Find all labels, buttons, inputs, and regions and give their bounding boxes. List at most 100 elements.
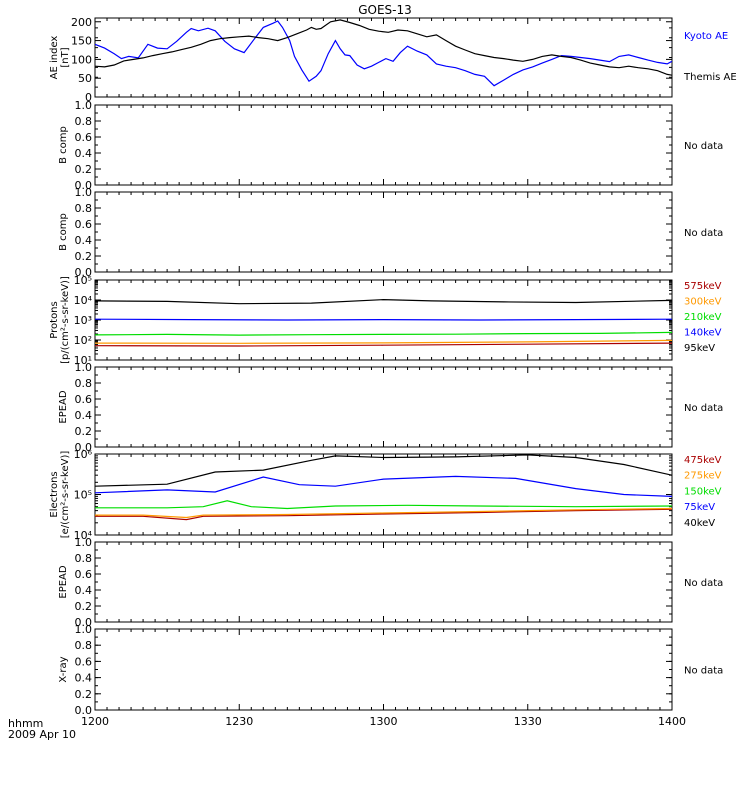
legend-95keV: 95keV	[684, 343, 715, 354]
series-line-575kev	[95, 342, 672, 347]
plot-frame	[94, 366, 673, 448]
panel-5-empty: EPEAD 0.0 0.2 0.4 0.6 0.8 1.0 No data	[58, 361, 723, 454]
x-tick-label: 1330	[514, 715, 542, 728]
plot-frame	[94, 191, 673, 273]
y-tick-label: 0.8	[75, 115, 93, 128]
no-data-note: No data	[684, 666, 723, 677]
y-tick-label: 10⁵	[74, 489, 92, 502]
y-tick-label: 10¹	[74, 354, 92, 367]
legend-475keV: 475keV	[684, 455, 722, 466]
panel-4-protons: Protons [p/(cm²-s-sr-keV)] 10¹ 10² 10³ 10⁴ 10⁵…	[49, 274, 722, 367]
y-tick-label: 0.8	[75, 377, 93, 390]
y-tick-label: 10²	[74, 334, 92, 347]
panel-2-empty: B comp 0.0 0.2 0.4 0.6 0.8 1.0 No data	[58, 99, 723, 192]
x-tick-label: 1200	[81, 715, 109, 728]
series-line-300kev	[95, 339, 672, 344]
y-axis-label: X-ray	[58, 656, 69, 682]
legend-themis-ae: Themis AE	[683, 72, 737, 83]
series-line-140kev	[95, 318, 672, 321]
legend-150keV: 150keV	[684, 486, 722, 497]
y-tick-label: 0.0	[75, 179, 93, 192]
y-tick-label: 10⁴	[74, 294, 93, 307]
no-data-note: No data	[684, 141, 723, 152]
no-data-note: No data	[684, 578, 723, 589]
panel-1-ae: AE index [nT] 0 50 100 150 200 Kyoto AE Themis A…	[49, 16, 737, 104]
y-axis-label: B comp	[58, 213, 69, 251]
plot-frame	[94, 628, 673, 711]
panel-6-electrons: Electrons [e/(cm²-s-sr-keV)] 10⁴ 10⁵ 10⁶ 475k…	[49, 448, 722, 542]
y-tick-label: 0.6	[75, 568, 93, 581]
series-line-475kev	[95, 508, 672, 521]
legend-275keV: 275keV	[684, 471, 722, 482]
y-tick-label: 200	[71, 16, 92, 29]
y-axis-label: [nT]	[60, 47, 71, 67]
y-tick-label: 10⁵	[74, 274, 92, 287]
y-tick-label: 0.4	[75, 409, 93, 422]
y-tick-label: 150	[71, 35, 92, 48]
plot-frame	[94, 453, 673, 536]
y-tick-label: 0	[85, 91, 92, 104]
x-tick-label: 1300	[370, 715, 398, 728]
y-tick-label: 0.2	[75, 163, 93, 176]
y-axis-label: [e/(cm²-s-sr-keV)]	[60, 451, 71, 539]
y-axis-label: EPEAD	[58, 565, 69, 599]
y-axis-label: EPEAD	[58, 390, 69, 424]
y-tick-label: 0.0	[75, 704, 93, 717]
time-axis-label: hhmm	[8, 717, 43, 730]
y-tick-label: 0.6	[75, 218, 93, 231]
y-tick-label: 0.2	[75, 425, 93, 438]
y-tick-label: 0.2	[75, 600, 93, 613]
y-tick-label: 0.6	[75, 655, 93, 668]
y-axis-label: Electrons	[49, 471, 60, 517]
y-tick-label: 0.4	[75, 672, 93, 685]
y-tick-label: 0.6	[75, 393, 93, 406]
series-line-210kev	[95, 331, 672, 336]
y-axis-label: Protons	[49, 301, 60, 338]
no-data-note: No data	[684, 403, 723, 414]
plot-frame	[94, 541, 673, 623]
series-line-kyoto-ae	[95, 20, 672, 87]
legend-140keV: 140keV	[684, 328, 722, 339]
y-tick-label: 0.4	[75, 234, 93, 247]
y-tick-label: 0.4	[75, 147, 93, 160]
plot-frame	[94, 104, 673, 186]
y-axis-label: AE index	[49, 36, 60, 80]
y-tick-label: 10⁴	[74, 529, 93, 542]
series-line-40kev	[95, 454, 672, 487]
y-tick-label: 0.0	[75, 616, 93, 629]
y-tick-label: 0.0	[75, 266, 93, 279]
series-line-75kev	[95, 475, 672, 497]
x-tick-label: 1230	[225, 715, 253, 728]
y-tick-label: 0.8	[75, 202, 93, 215]
y-tick-label: 0.8	[75, 552, 93, 565]
y-axis-label: [p/(cm²-s-sr-keV)]	[60, 276, 71, 364]
y-tick-label: 50	[78, 72, 92, 85]
x-tick-label: 1400	[658, 715, 686, 728]
y-tick-label: 0.2	[75, 250, 93, 263]
y-tick-label: 0.2	[75, 688, 93, 701]
panel-8-empty: 1200 1230 1300 1330 1400 X-ray 0.0 0.2 0.4 0.6 0.8…	[58, 623, 723, 728]
legend-kyoto-ae: Kyoto AE	[684, 31, 728, 42]
y-tick-label: 100	[71, 53, 92, 66]
y-tick-label: 0.4	[75, 584, 93, 597]
y-tick-label: 1.0	[75, 536, 93, 549]
series-line-275kev	[95, 507, 672, 519]
series-line-95kev	[95, 298, 672, 305]
series-line-themis-ae	[95, 19, 672, 76]
legend-300keV: 300keV	[684, 297, 722, 308]
date-label: 2009 Apr 10	[8, 728, 76, 741]
no-data-note: No data	[684, 228, 723, 239]
y-tick-label: 0.6	[75, 131, 93, 144]
legend-575keV: 575keV	[684, 281, 722, 292]
y-tick-label: 1.0	[75, 99, 93, 112]
y-tick-label: 10⁶	[74, 448, 93, 461]
y-tick-label: 1.0	[75, 186, 93, 199]
series-line-150kev	[95, 500, 672, 510]
legend-210keV: 210keV	[684, 312, 722, 323]
legend-75keV: 75keV	[684, 502, 715, 513]
legend-40keV: 40keV	[684, 518, 715, 529]
y-tick-label: 1.0	[75, 623, 93, 636]
y-axis-label: B comp	[58, 126, 69, 164]
